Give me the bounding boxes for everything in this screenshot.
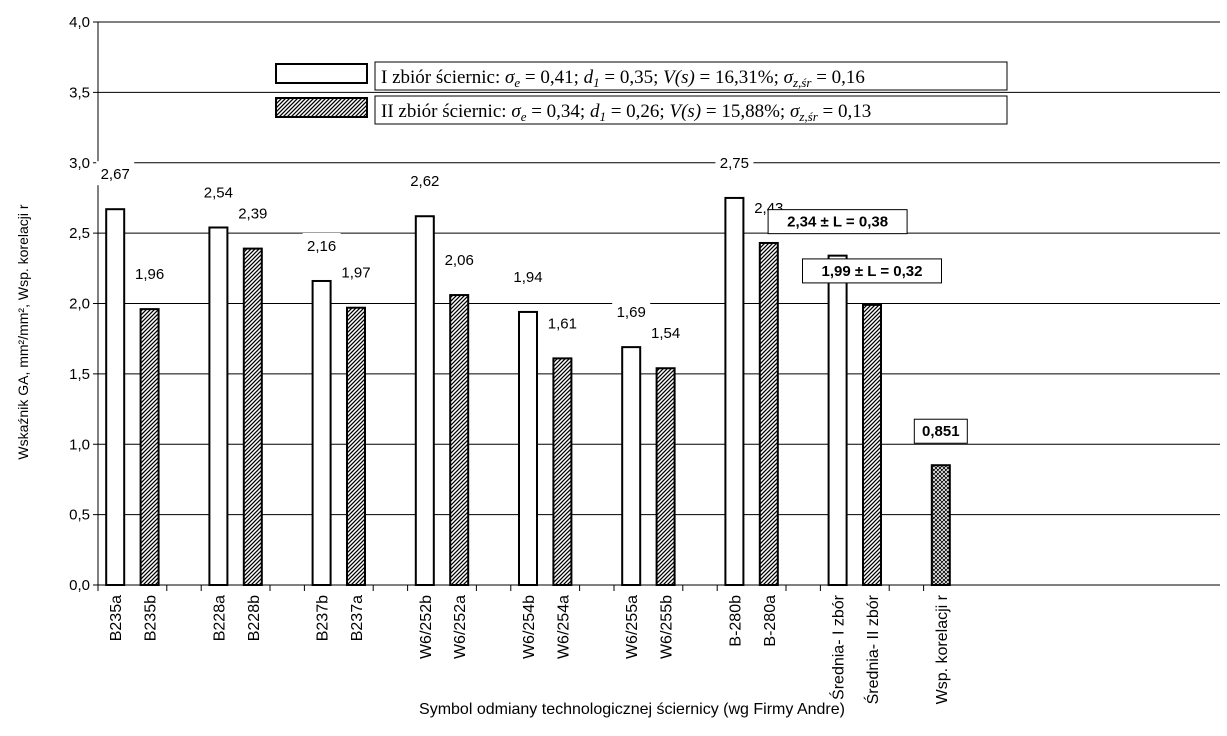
data-label-bg <box>612 299 651 324</box>
data-label: 2,06 <box>445 252 474 269</box>
data-label: 1,99 ± L = 0,32 <box>822 263 923 280</box>
bar-B237b <box>311 279 332 586</box>
data-label-bg <box>715 149 754 174</box>
data-label: 2,16 <box>307 238 336 255</box>
data-label-bg <box>233 200 272 225</box>
y-tick-label: 4,0 <box>69 14 90 31</box>
x-tick-label: B228a <box>211 595 228 641</box>
bar-W6/255a <box>621 346 642 586</box>
y-tick-label: 3,0 <box>69 155 90 172</box>
data-label-bg <box>199 179 238 204</box>
bar-B235a <box>105 208 126 586</box>
legend-box-series-1 <box>374 61 1008 91</box>
y-tick-label: 3,5 <box>69 84 90 101</box>
bars <box>105 196 951 587</box>
data-label-bg <box>509 263 547 288</box>
bar-W6/254a <box>552 357 573 586</box>
x-tick-label: B235b <box>143 595 160 641</box>
data-label: 2,34 ± L = 0,38 <box>787 214 888 231</box>
axes: 0,0 0,5 1,0 1,5 2,0 2,5 3,0 3,5 4,0 B235a B235b B22… <box>69 14 1220 704</box>
x-tick-label: W6/255a <box>624 595 641 659</box>
data-label: 2,54 <box>204 184 233 201</box>
bar-B237a <box>346 306 366 586</box>
legend-text-series-1: I zbiór ściernic: σe = 0,41; d1 = 0,35; … <box>381 67 865 90</box>
data-labels: 2,67 1,96 2,54 2,39 2,16 1,97 2,62 2,06 1,94 1,61… <box>96 149 968 444</box>
legend-box-series-2 <box>374 95 1008 125</box>
x-tick-label: B237b <box>315 595 332 641</box>
data-label: 2,67 <box>101 166 130 183</box>
data-label: 1,96 <box>135 266 164 283</box>
x-tick-label: W6/252a <box>452 595 469 659</box>
y-tick-label: 0,0 <box>69 577 90 594</box>
data-label: 1,61 <box>548 315 577 332</box>
bar-Wsp. korelacji r <box>930 464 951 586</box>
data-label-box <box>767 209 908 235</box>
legend-swatch-series-1 <box>275 63 368 84</box>
bar-W6/254b <box>518 310 538 586</box>
x-tick-label: W6/254b <box>521 595 538 659</box>
data-label: 0,851 <box>922 423 960 440</box>
bar-B-280b <box>724 196 745 586</box>
data-label: 1,94 <box>513 269 542 286</box>
data-label-bg <box>337 259 375 284</box>
x-tick-label: B-280a <box>762 595 779 647</box>
data-label: 2,39 <box>238 206 267 223</box>
y-tick-label: 2,5 <box>69 225 90 242</box>
data-label-bg <box>405 168 444 193</box>
data-label-bg <box>543 310 582 335</box>
x-tick-label: Średnia- I zbór <box>829 594 848 700</box>
y-tick-label: 1,5 <box>69 366 90 383</box>
bar-W6/255b <box>655 367 676 586</box>
data-label: 1,69 <box>617 304 646 321</box>
data-label-box <box>802 258 942 284</box>
legend-swatch-series-2 <box>275 97 368 118</box>
y-tick-label: 2,0 <box>69 296 90 313</box>
x-tick-label: B228b <box>246 595 263 641</box>
data-label-bg <box>646 320 685 345</box>
x-tick-label: B237a <box>349 595 366 641</box>
data-label: 2,62 <box>410 173 439 190</box>
bar-Średnia- I zbór <box>827 254 848 587</box>
x-tick-label: Wsp. korelacji r <box>934 594 951 704</box>
legend-text-series-2: II zbiór ściernic: σe = 0,34; d1 = 0,26;… <box>381 101 871 124</box>
x-tick-label: W6/255b <box>659 595 676 659</box>
x-tick-label: W6/254a <box>555 595 572 659</box>
x-tick-label: Średnia- II zbór <box>863 594 882 704</box>
bar-W6/252b <box>414 215 435 587</box>
legend: I zbiór ściernic: σe = 0,41; d1 = 0,35; … <box>275 61 1008 125</box>
x-tick-label: B-280b <box>727 595 744 647</box>
data-label: 1,54 <box>651 325 680 342</box>
data-label-bg <box>302 232 341 257</box>
bar-Średnia- II zbór <box>862 303 882 586</box>
y-tick-label: 0,5 <box>69 507 90 524</box>
data-label-box <box>913 418 968 444</box>
data-label: 2,75 <box>720 155 749 172</box>
data-label-bg <box>96 161 135 186</box>
x-axis-title: Symbol odmiany technologicznej ściernicy… <box>419 701 845 718</box>
data-label: 1,97 <box>341 265 370 282</box>
data-label-bg <box>130 261 169 286</box>
bar-B-280a <box>758 241 779 586</box>
bar-B228b <box>242 247 263 586</box>
y-axis-title: Wskaźnik GA, mm²/mm², Wsp. korelacji r <box>15 204 31 459</box>
data-label-bg <box>440 247 479 272</box>
x-tick-label: W6/252b <box>418 595 435 659</box>
bar-B235b <box>139 308 160 586</box>
bar-B228a <box>208 226 229 586</box>
bar-W6/252a <box>449 294 470 586</box>
x-tick-label: B235a <box>108 595 125 641</box>
y-tick-label: 1,0 <box>69 436 90 453</box>
